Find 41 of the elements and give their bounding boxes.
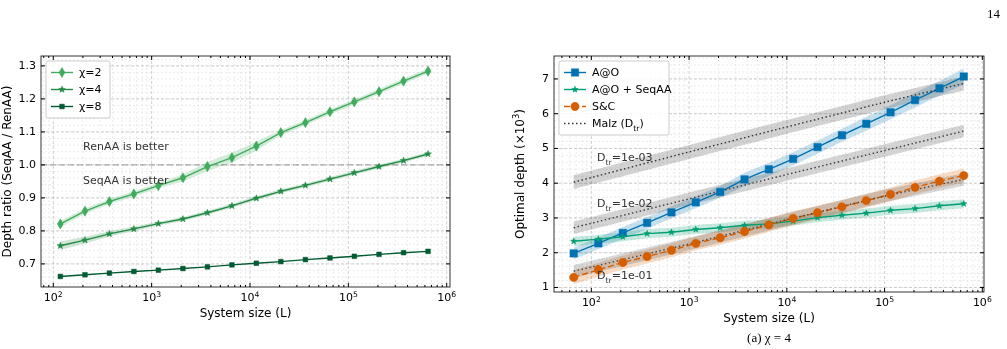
x-tick-label: 10$^{6}$	[437, 289, 457, 304]
legend-label: χ=4	[79, 82, 102, 96]
y-axis-title: Depth ratio (SeqAA / RenAA)	[0, 85, 14, 258]
legend-label: S&C	[592, 99, 616, 113]
y-tick-label: 1.2	[18, 91, 36, 105]
x-tick-label: 10$^{3}$	[142, 289, 162, 304]
legend-label: χ=8	[79, 99, 102, 113]
y-tick-label: 7	[542, 71, 549, 85]
y-tick-label: 4	[542, 176, 549, 190]
legend-label: A@O	[592, 65, 620, 79]
y-tick-label: 3	[542, 210, 549, 224]
y-tick-label: 0.7	[18, 256, 36, 270]
annotation: D$_{tr}$=1e-03	[597, 151, 653, 167]
y-tick-label: 0.9	[18, 190, 36, 204]
y-tick-label: 6	[542, 106, 549, 120]
x-tick-label: 10$^{2}$	[43, 289, 63, 304]
text: 14	[987, 6, 1001, 21]
y-tick-label: 0.8	[18, 223, 36, 237]
y-tick-label: 1	[542, 280, 549, 294]
text: (a) χ = 4	[747, 330, 792, 345]
legend-label: A@O + SeqAA	[592, 82, 672, 96]
x-tick-label: 10$^{2}$	[581, 294, 601, 309]
x-tick-label: 10$^{5}$	[875, 294, 895, 309]
y-tick-label: 1.0	[18, 157, 36, 171]
annotation: SeqAA is better	[83, 174, 170, 187]
annotation: D$_{tr}$=1e-02	[597, 197, 653, 213]
x-axis-title: System size (L)	[723, 311, 815, 325]
x-tick-label: 10$^{6}$	[972, 294, 992, 309]
x-tick-label: 10$^{5}$	[338, 289, 358, 304]
x-axis-title: System size (L)	[199, 306, 292, 320]
x-tick-label: 10$^{4}$	[240, 289, 260, 304]
legend-label: Malz (D$_{tr}$)	[592, 116, 644, 133]
x-tick-label: 10$^{3}$	[679, 294, 699, 309]
y-tick-label: 1.1	[18, 124, 36, 138]
legend-label: χ=2	[79, 65, 102, 79]
annotation: D$_{tr}$=1e-01	[597, 269, 653, 285]
y-tick-label: 1.3	[18, 58, 36, 72]
y-tick-label: 2	[542, 245, 549, 259]
x-tick-label: 10$^{4}$	[777, 294, 797, 309]
annotation: RenAA is better	[83, 140, 170, 153]
y-tick-label: 5	[542, 141, 549, 155]
